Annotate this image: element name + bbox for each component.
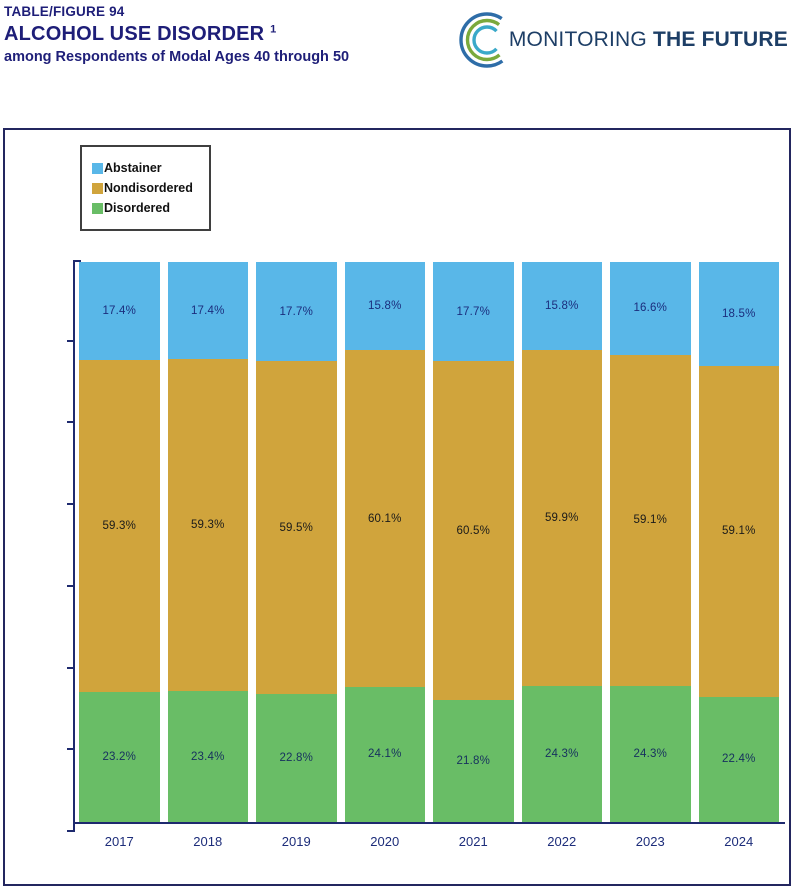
legend-item-disordered: Disordered: [92, 201, 193, 215]
segment-abstainer-2017: 17.4%: [79, 262, 160, 360]
x-axis-labels: 2017 2018 2019 2020 2021 2022 2023 2024: [79, 834, 779, 849]
y-axis-tick: [67, 748, 73, 751]
segment-value-label: 23.2%: [102, 750, 137, 763]
segment-nondisordered-2023: 59.1%: [610, 354, 691, 686]
segment-abstainer-2023: 16.6%: [610, 262, 691, 355]
bar-2024: 18.5% 59.1% 22.4%: [698, 262, 779, 822]
segment-value-label: 15.8%: [544, 300, 579, 313]
segment-nondisordered-2017: 59.3%: [79, 359, 160, 692]
segment-value-label: 59.3%: [102, 519, 137, 532]
segment-nondisordered-2021: 60.5%: [433, 361, 514, 700]
segment-value-label: 22.8%: [279, 752, 314, 765]
x-axis-label-2023: 2023: [635, 834, 665, 849]
legend-swatch-nondisordered: [92, 182, 103, 194]
segment-value-label: 17.4%: [190, 304, 225, 317]
bar-2018: 17.4% 59.3% 23.4%: [167, 262, 248, 822]
y-axis-tick: [67, 503, 73, 506]
figure-label: TABLE/FIGURE 94: [4, 4, 125, 19]
segment-disordered-2018: 23.4%: [167, 691, 248, 822]
legend-label: Disordered: [104, 201, 170, 215]
y-axis-tick: [67, 421, 73, 424]
plot-area: 17.4% 59.3% 23.2% 17.4% 59.3% 23.4% 17.7% 59.5%…: [67, 260, 785, 849]
segment-abstainer-2021: 17.7%: [433, 262, 514, 362]
segment-value-label: 24.3%: [544, 747, 579, 760]
x-axis-label-2019: 2019: [281, 834, 311, 849]
page-title: ALCOHOL USE DISORDER 1: [4, 23, 349, 46]
x-axis-label-2022: 2022: [547, 834, 577, 849]
segment-value-label: 17.4%: [102, 304, 137, 317]
y-axis-tick: [67, 584, 73, 587]
bars: 17.4% 59.3% 23.2% 17.4% 59.3% 23.4% 17.7% 59.5%…: [79, 262, 779, 822]
segment-abstainer-2018: 17.4%: [167, 262, 248, 360]
x-axis-label-2021: 2021: [458, 834, 488, 849]
chart-legend: Abstainer Nondisordered Disordered: [80, 145, 211, 231]
chart-frame: Abstainer Nondisordered Disordered 17.4% 59…: [3, 128, 791, 886]
x-axis: [73, 822, 785, 824]
bar-2023: 16.6% 59.1% 24.3%: [610, 262, 691, 822]
bar-2020: 15.8% 60.1% 24.1%: [344, 262, 425, 822]
segment-disordered-2019: 22.8%: [256, 694, 337, 822]
segment-value-label: 59.3%: [190, 519, 225, 532]
page-subtitle: among Respondents of Modal Ages 40 throu…: [4, 49, 350, 65]
segment-value-label: 59.1%: [721, 525, 756, 538]
legend-label: Abstainer: [104, 161, 162, 175]
segment-value-label: 18.5%: [721, 307, 756, 320]
segment-value-label: 60.5%: [456, 524, 491, 537]
y-axis-cap: [75, 260, 81, 262]
segment-nondisordered-2024: 59.1%: [698, 365, 779, 697]
x-axis-label-2017: 2017: [104, 834, 134, 849]
segment-nondisordered-2018: 59.3%: [167, 359, 248, 692]
segment-value-label: 24.3%: [633, 747, 668, 760]
mtf-logo: MONITORING THE FUTURE: [451, 8, 788, 72]
segment-value-label: 21.8%: [456, 754, 491, 767]
mtf-logo-arcs-icon: [459, 12, 515, 68]
segment-abstainer-2019: 17.7%: [256, 262, 337, 362]
segment-value-label: 17.7%: [279, 305, 314, 318]
y-axis-tick: [67, 830, 73, 832]
segment-nondisordered-2022: 59.9%: [521, 350, 602, 686]
page-title-text: ALCOHOL USE DISORDER: [4, 23, 265, 45]
segment-value-label: 60.1%: [367, 512, 402, 525]
segment-disordered-2024: 22.4%: [698, 696, 779, 822]
y-axis-tick: [67, 666, 73, 669]
page-title-footnote-marker: 1: [270, 23, 277, 36]
segment-abstainer-2022: 15.8%: [521, 262, 602, 351]
mtf-logo-text: MONITORING THE FUTURE: [509, 28, 788, 52]
segment-nondisordered-2019: 59.5%: [256, 361, 337, 695]
segment-value-label: 59.5%: [279, 521, 314, 534]
segment-disordered-2022: 24.3%: [521, 685, 602, 822]
segment-value-label: 15.8%: [367, 300, 402, 313]
segment-disordered-2020: 24.1%: [344, 687, 425, 822]
segment-value-label: 59.9%: [544, 512, 579, 525]
segment-value-label: 22.4%: [721, 753, 756, 766]
mtf-logo-text-regular: MONITORING: [508, 28, 653, 51]
segment-value-label: 23.4%: [190, 750, 225, 763]
legend-item-abstainer: Abstainer: [92, 161, 193, 175]
segment-abstainer-2020: 15.8%: [344, 262, 425, 351]
legend-label: Nondisordered: [104, 181, 193, 195]
x-axis-label-2018: 2018: [193, 834, 223, 849]
segment-disordered-2023: 24.3%: [610, 685, 691, 822]
y-axis-tick: [67, 339, 73, 342]
page-header: TABLE/FIGURE 94 ALCOHOL USE DISORDER 1 a…: [4, 4, 349, 65]
mtf-logo-text-bold: THE FUTURE: [653, 28, 788, 51]
legend-swatch-disordered: [92, 202, 103, 214]
x-axis-label-2020: 2020: [370, 834, 400, 849]
y-axis: [67, 260, 81, 832]
bar-2022: 15.8% 59.9% 24.3%: [521, 262, 602, 822]
legend-swatch-abstainer: [92, 162, 103, 174]
segment-value-label: 59.1%: [633, 514, 668, 527]
x-axis-label-2024: 2024: [724, 834, 754, 849]
segment-abstainer-2024: 18.5%: [698, 262, 779, 366]
segment-disordered-2017: 23.2%: [79, 691, 160, 822]
segment-value-label: 24.1%: [367, 748, 402, 761]
segment-disordered-2021: 21.8%: [433, 699, 514, 822]
bar-2019: 17.7% 59.5% 22.8%: [256, 262, 337, 822]
segment-nondisordered-2020: 60.1%: [344, 350, 425, 688]
segment-value-label: 16.6%: [633, 302, 668, 315]
legend-item-nondisordered: Nondisordered: [92, 181, 193, 195]
bar-2017: 17.4% 59.3% 23.2%: [79, 262, 160, 822]
bar-2021: 17.7% 60.5% 21.8%: [433, 262, 514, 822]
segment-value-label: 17.7%: [456, 305, 491, 318]
